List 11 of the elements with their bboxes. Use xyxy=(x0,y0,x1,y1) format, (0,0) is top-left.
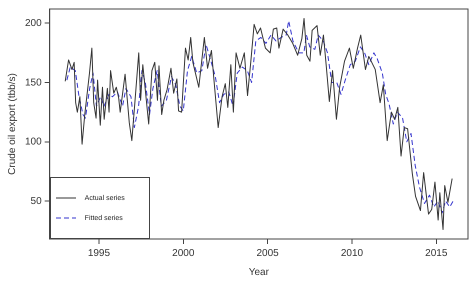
x-tick-label: 2015 xyxy=(425,248,448,259)
y-tick-label: 150 xyxy=(24,77,42,88)
y-axis-title: Crude oil export (tbb/s) xyxy=(6,73,18,175)
x-tick-label: 2000 xyxy=(172,248,195,259)
x-tick-label: 2005 xyxy=(256,248,280,259)
x-tick-label: 1995 xyxy=(88,248,110,259)
x-tick-label: 2010 xyxy=(340,248,364,259)
y-tick-label: 100 xyxy=(24,136,42,148)
x-axis-title: Year xyxy=(248,266,270,278)
y-tick-label: 200 xyxy=(24,18,42,29)
y-tick-label: 50 xyxy=(30,196,42,207)
